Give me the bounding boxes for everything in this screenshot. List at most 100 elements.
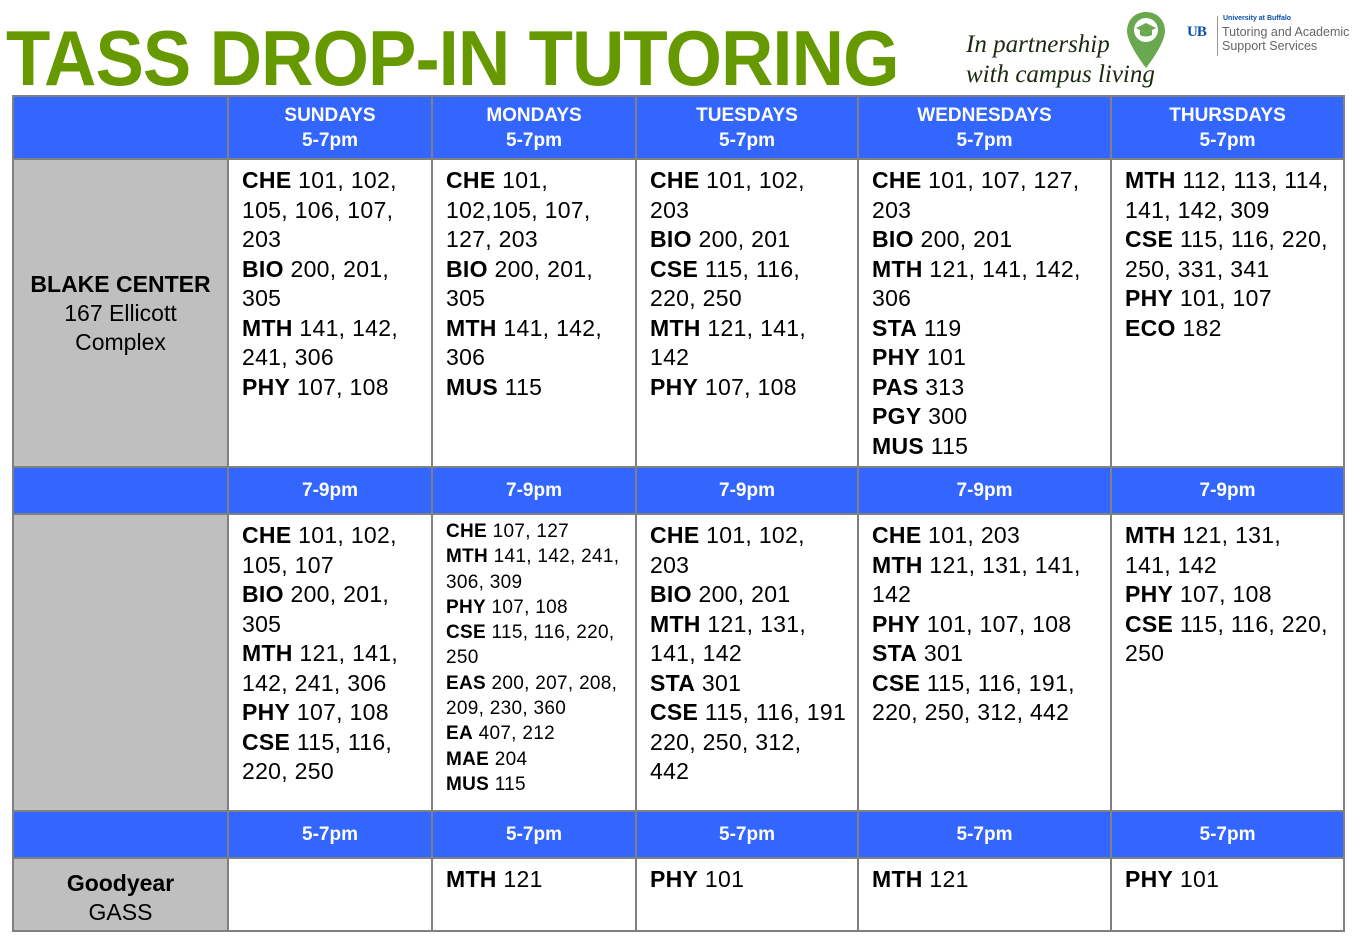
course-line: PHY 101, 107	[1125, 284, 1333, 314]
header-corner	[12, 466, 229, 515]
course-numbers: 107, 108	[1173, 581, 1272, 607]
location-name: Goodyear	[66, 869, 175, 896]
header-corner	[12, 810, 229, 859]
course-numbers: 115, 116, 220, 250	[1125, 610, 1328, 667]
subject-code: CSE	[650, 255, 699, 282]
location-room: 167 Ellicott Complex	[64, 299, 177, 355]
day-header: 7-9pm	[635, 466, 859, 515]
day-time: 7-9pm	[302, 480, 358, 501]
course-numbers: 121, 131, 141, 142	[872, 551, 1081, 608]
subject-code: CHE	[446, 521, 488, 542]
course-numbers: 101	[920, 344, 967, 370]
subject-code: BIO	[872, 226, 914, 252]
campus-living-pin-icon	[1127, 12, 1165, 68]
subject-code: MTH	[242, 314, 293, 341]
schedule-row: CHE 101, 102, 105, 107 BIO 200, 201, 305 M…	[12, 513, 1345, 812]
course-cell: CHE 101, 102,105, 107, 127, 203 BIO 200, …	[431, 158, 637, 468]
time-header-row: SUNDAYS 5-7pm MONDAYS 5-7pm TUESDAYS 5-7pm WED…	[12, 95, 1345, 160]
course-cell: PHY 101	[635, 857, 859, 932]
course-line: STA 301	[650, 669, 847, 699]
course-numbers: 141, 142, 241, 306, 309	[446, 546, 620, 593]
course-numbers: 200, 207, 208, 209, 230, 360	[446, 672, 618, 720]
subject-code: MTH	[650, 610, 701, 637]
course-numbers: 200, 201, 305	[446, 255, 594, 312]
course-line: PHY 101	[650, 865, 847, 895]
course-line: STA 119	[872, 314, 1100, 344]
subject-code: ECO	[1125, 314, 1176, 341]
course-line: MTH 121, 141, 142	[650, 314, 847, 373]
course-numbers: 115, 116, 220, 250	[242, 728, 393, 785]
day-name: MONDAYS	[486, 104, 582, 126]
day-time: 5-7pm	[956, 129, 1013, 151]
course-numbers: 115	[489, 773, 526, 795]
subject-code: MUS	[872, 432, 925, 459]
location-label: BLAKE CENTER 167 Ellicott Complex	[12, 158, 229, 468]
day-time: 5-7pm	[302, 824, 358, 845]
day-header: 5-7pm	[431, 810, 637, 859]
day-header: MONDAYS 5-7pm	[431, 95, 637, 160]
course-line: PHY 107, 108	[446, 595, 625, 620]
course-numbers: 101, 102, 203	[650, 522, 805, 578]
subject-code: CHE	[650, 167, 700, 193]
course-cell: PHY 101	[1110, 857, 1345, 932]
course-numbers: 121, 131, 141, 142	[650, 610, 807, 667]
course-line: PHY 101	[1125, 865, 1333, 895]
course-numbers: 121, 141, 142	[650, 314, 807, 371]
subject-code: PHY	[1125, 285, 1174, 311]
course-cell: CHE 101, 102, 203 BIO 200, 201 CSE 115, 11…	[635, 158, 859, 468]
course-line: CSE 115, 116, 220, 250	[446, 620, 625, 671]
course-line: BIO 200, 201, 305	[242, 255, 421, 314]
day-header: 7-9pm	[857, 466, 1112, 515]
course-numbers: 101, 102,105, 107, 127, 203	[446, 167, 591, 252]
course-line: CSE 115, 116, 220, 250	[1125, 610, 1333, 669]
course-numbers: 200, 201, 305	[242, 255, 390, 312]
course-line: STA 301	[872, 639, 1100, 669]
logo-name: Tutoring and Academic Support Services	[1222, 25, 1350, 53]
subject-code: BIO	[650, 581, 692, 607]
subject-code: STA	[650, 669, 696, 696]
subject-code: PHY	[872, 344, 921, 370]
course-line: CHE 101, 102, 203	[650, 166, 847, 225]
course-line: PHY 107, 108	[650, 373, 847, 403]
course-numbers: 204	[489, 748, 528, 770]
course-line: MTH 141, 142, 241, 306	[242, 314, 421, 373]
subject-code: CSE	[1125, 610, 1174, 637]
location-label: Goodyear GASS	[12, 857, 229, 932]
subject-code: CSE	[650, 699, 699, 725]
course-line: CHE 101, 203	[872, 521, 1100, 551]
course-numbers: 182	[1175, 314, 1222, 341]
subject-code: PHY	[446, 596, 486, 618]
location-name: BLAKE CENTER	[30, 270, 211, 297]
course-line: MUS 115	[446, 373, 625, 403]
subject-code: MTH	[446, 866, 497, 892]
course-numbers: 101	[698, 866, 745, 892]
subject-code: MTH	[1125, 522, 1176, 548]
course-line: MAE 204	[446, 747, 625, 772]
course-line: PHY 107, 108	[1125, 580, 1333, 610]
subject-code: MUS	[446, 773, 490, 795]
course-line: PHY 101, 107, 108	[872, 610, 1100, 640]
course-line: MTH 121	[446, 865, 625, 895]
course-line: PAS 313	[872, 373, 1100, 403]
course-numbers: 115, 116, 191 220, 250, 312, 442	[650, 699, 847, 784]
course-numbers: 107, 127	[487, 521, 569, 542]
course-line: BIO 200, 201, 305	[446, 255, 625, 314]
course-numbers: 115	[924, 432, 969, 459]
course-numbers: 407, 212	[473, 723, 555, 745]
course-numbers: 101	[1173, 866, 1220, 892]
course-cell: CHE 101, 102, 105, 107 BIO 200, 201, 305 M…	[227, 513, 433, 812]
subject-code: CHE	[242, 167, 292, 193]
location-room: GASS	[88, 898, 153, 925]
course-numbers: 107, 108	[485, 596, 568, 618]
course-line: MTH 141, 142, 241, 306, 309	[446, 544, 625, 595]
course-numbers: 115, 116, 220, 250	[446, 622, 615, 669]
course-line: MUS 115	[446, 772, 625, 797]
subject-code: EA	[446, 723, 473, 745]
subject-code: CSE	[1125, 226, 1174, 252]
subject-code: STA	[872, 640, 918, 666]
course-line: MTH 121, 141, 142, 241, 306	[242, 639, 421, 698]
day-header: 7-9pm	[1110, 466, 1345, 515]
course-line: BIO 200, 201, 305	[242, 580, 421, 639]
course-line: BIO 200, 201	[650, 580, 847, 610]
subject-code: MTH	[872, 255, 923, 282]
